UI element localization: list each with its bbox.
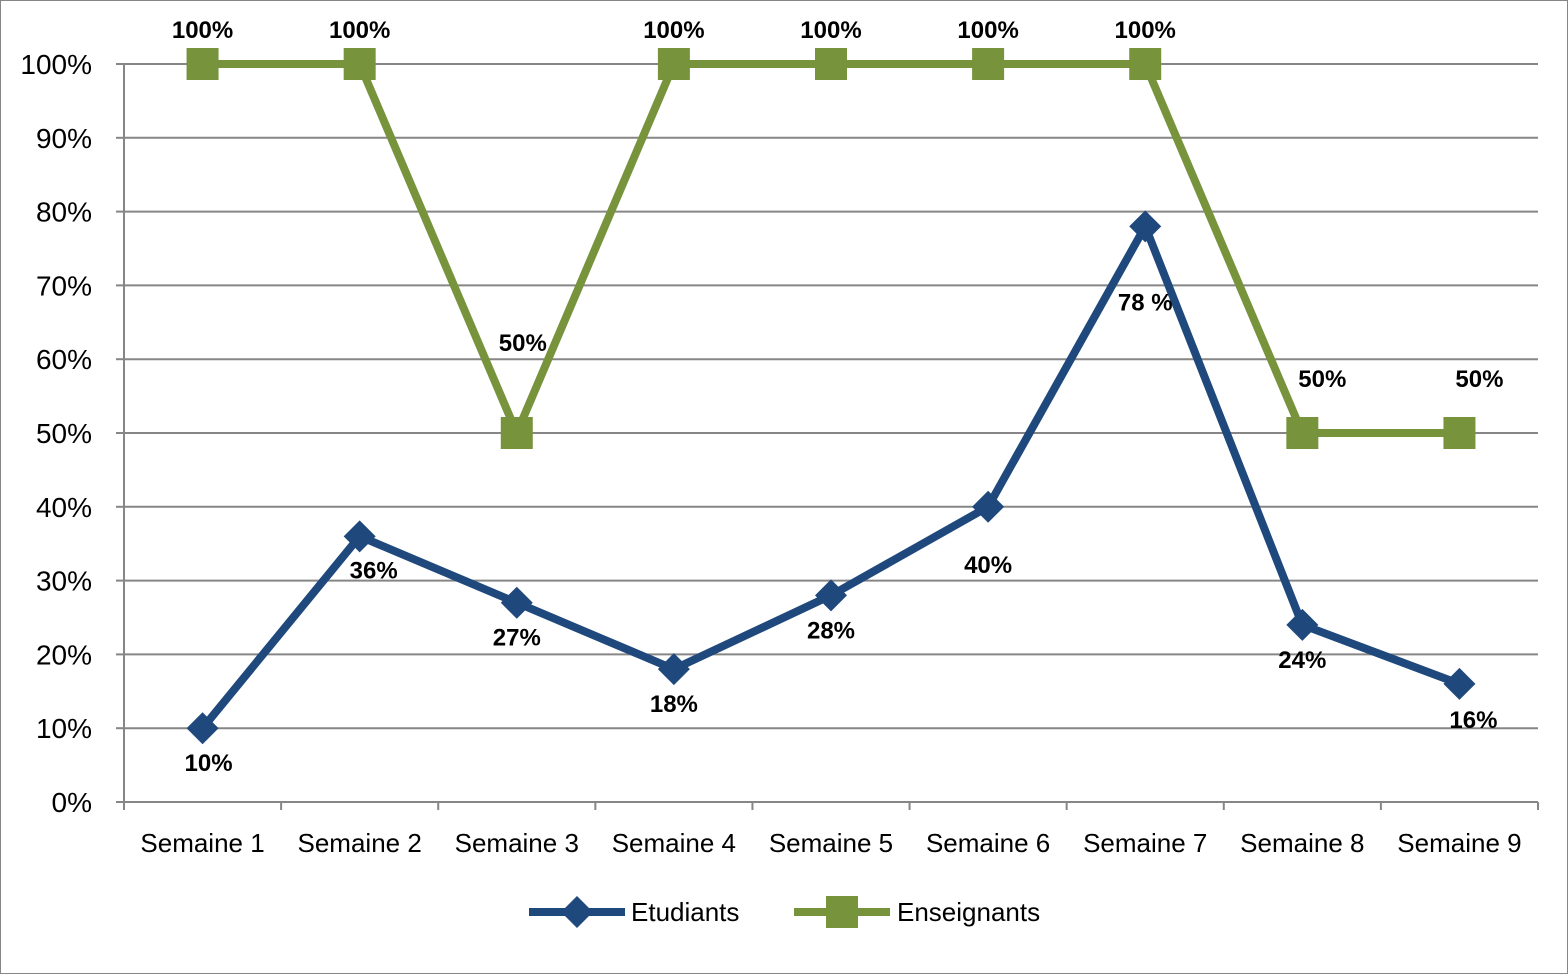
y-tick-label: 60% xyxy=(36,344,92,375)
data-label-enseignants: 100% xyxy=(172,17,233,44)
data-point-enseignants xyxy=(972,48,1005,80)
y-tick-label: 100% xyxy=(20,49,92,80)
axes xyxy=(116,63,1539,810)
data-label-enseignants: 100% xyxy=(800,17,861,44)
data-point-etudiants xyxy=(1443,667,1476,700)
y-tick-label: 90% xyxy=(36,123,92,154)
x-tick-label: Semaine 2 xyxy=(298,828,422,858)
x-tick-label: Semaine 4 xyxy=(612,828,736,858)
y-tick-label: 30% xyxy=(36,566,92,597)
data-point-enseignants xyxy=(1129,48,1162,80)
data-point-etudiants xyxy=(657,653,690,686)
gridlines xyxy=(124,63,1538,730)
x-tick-label: Semaine 9 xyxy=(1397,828,1521,858)
data-point-etudiants xyxy=(343,520,376,553)
legend-label-enseignants: Enseignants xyxy=(897,897,1040,927)
data-label-etudiants: 16% xyxy=(1449,707,1497,734)
series-line-enseignants xyxy=(202,60,1460,437)
x-tick-label: Semaine 3 xyxy=(455,828,579,858)
data-label-etudiants: 24% xyxy=(1278,647,1326,674)
data-label-enseignants: 100% xyxy=(329,17,390,44)
data-point-etudiants xyxy=(186,712,219,745)
data-point-etudiants xyxy=(972,490,1005,523)
data-labels: 10% 36% 27% 18% 28% 40% 78 % 24% 16% 100% 100% 50% 1… xyxy=(172,17,1504,777)
y-tick-label: 50% xyxy=(36,418,92,449)
data-point-enseignants xyxy=(186,48,219,80)
data-label-etudiants: 27% xyxy=(493,625,541,652)
y-tick-label: 20% xyxy=(36,639,92,670)
data-label-etudiants: 18% xyxy=(650,691,698,718)
data-label-enseignants: 50% xyxy=(1298,366,1346,393)
legend: Etudiants Enseignants xyxy=(529,896,1040,928)
y-tick-label: 40% xyxy=(36,492,92,523)
legend-marker-enseignants xyxy=(826,896,858,928)
data-point-etudiants xyxy=(1286,608,1319,641)
data-point-etudiants xyxy=(1129,210,1162,243)
series-line-etudiants xyxy=(199,222,1461,731)
x-tick-label: Semaine 7 xyxy=(1083,828,1207,858)
data-label-enseignants: 100% xyxy=(643,17,704,44)
series-markers xyxy=(186,48,1476,745)
data-point-etudiants xyxy=(815,579,847,612)
x-tick-label: Semaine 8 xyxy=(1240,828,1364,858)
data-point-enseignants xyxy=(815,48,847,80)
y-tick-label: 70% xyxy=(36,270,92,301)
x-tick-label: Semaine 5 xyxy=(769,828,893,858)
data-point-enseignants xyxy=(657,48,690,80)
x-tick-label: Semaine 1 xyxy=(140,828,264,858)
legend-marker-etudiants xyxy=(561,896,593,928)
data-point-enseignants xyxy=(343,48,376,80)
data-point-enseignants xyxy=(1443,417,1476,449)
x-axis-tick-labels: Semaine 1 Semaine 2 Semaine 3 Semaine 4 Sema… xyxy=(140,828,1521,858)
data-label-etudiants: 40% xyxy=(964,552,1012,579)
data-label-enseignants: 50% xyxy=(1455,366,1503,393)
legend-label-etudiants: Etudiants xyxy=(631,897,739,927)
data-label-enseignants: 100% xyxy=(1115,17,1176,44)
data-label-enseignants: 50% xyxy=(499,330,547,357)
data-label-etudiants: 10% xyxy=(185,750,233,777)
y-axis-tick-labels: 0% 10% 20% 30% 40% 50% 60% 70% 80% 90% 100% xyxy=(20,49,92,818)
data-label-etudiants: 36% xyxy=(350,557,398,584)
y-tick-label: 10% xyxy=(36,713,92,744)
data-point-enseignants xyxy=(500,417,533,449)
y-tick-label: 80% xyxy=(36,197,92,228)
data-point-etudiants xyxy=(500,586,533,619)
x-tick-label: Semaine 6 xyxy=(926,828,1050,858)
data-label-enseignants: 100% xyxy=(957,17,1018,44)
data-label-etudiants: 28% xyxy=(807,617,855,644)
data-label-etudiants: 78 % xyxy=(1118,289,1173,316)
y-tick-label: 0% xyxy=(52,787,92,818)
data-point-enseignants xyxy=(1286,417,1319,449)
